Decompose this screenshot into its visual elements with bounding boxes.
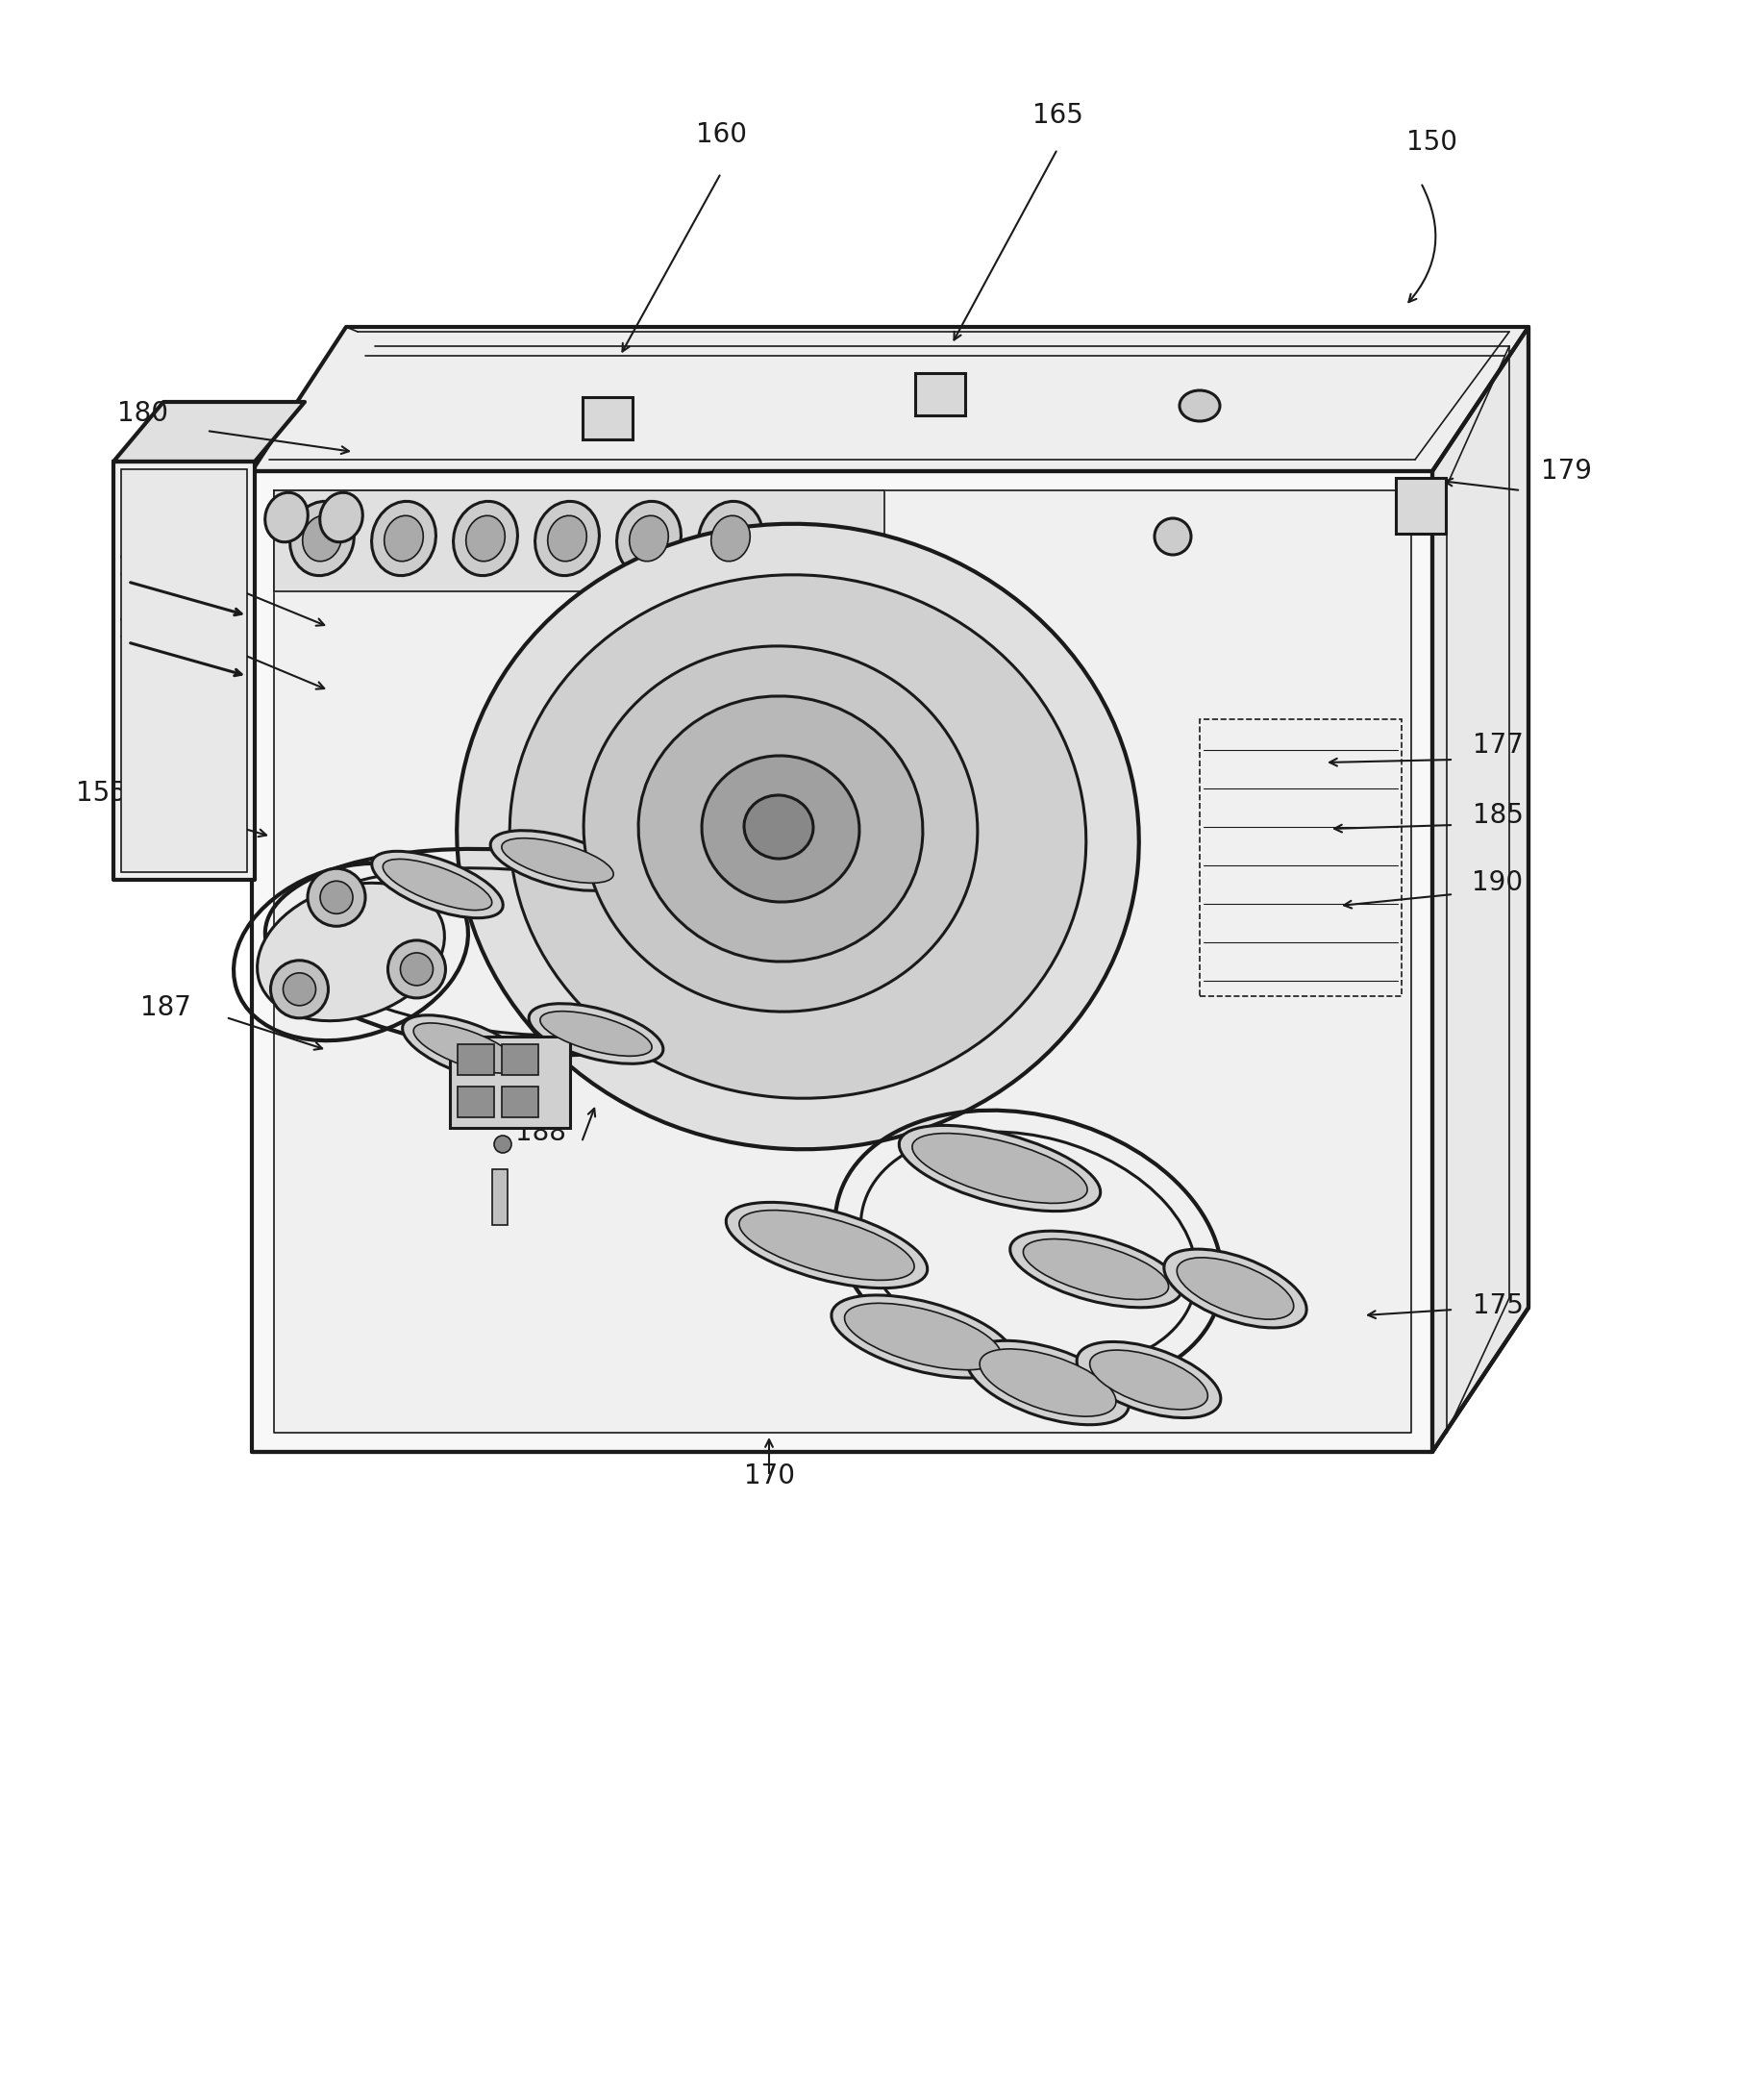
Ellipse shape: [510, 575, 1087, 1098]
Bar: [122, 468, 247, 871]
Bar: [582, 397, 633, 439]
Text: 188: 188: [515, 1119, 566, 1147]
Bar: [457, 1086, 494, 1117]
Ellipse shape: [529, 1004, 663, 1065]
Text: 180: 180: [116, 399, 168, 426]
Ellipse shape: [845, 1304, 1002, 1369]
Ellipse shape: [490, 830, 624, 890]
Ellipse shape: [912, 1134, 1087, 1203]
Ellipse shape: [540, 1012, 653, 1056]
Bar: [1200, 718, 1402, 995]
Ellipse shape: [270, 960, 328, 1018]
Text: 182: 182: [116, 615, 168, 643]
Ellipse shape: [303, 517, 342, 561]
Polygon shape: [252, 328, 1528, 470]
Ellipse shape: [900, 1126, 1101, 1212]
Ellipse shape: [979, 1348, 1117, 1415]
Ellipse shape: [1164, 1250, 1307, 1327]
Bar: [501, 1044, 538, 1075]
Ellipse shape: [617, 502, 681, 575]
Polygon shape: [113, 462, 254, 880]
Bar: [501, 1086, 538, 1117]
Text: 175: 175: [1473, 1292, 1522, 1319]
Ellipse shape: [282, 972, 316, 1006]
Ellipse shape: [1090, 1350, 1208, 1409]
Text: 160: 160: [695, 122, 746, 149]
Ellipse shape: [584, 647, 977, 1012]
Ellipse shape: [1011, 1231, 1182, 1308]
Ellipse shape: [258, 882, 445, 1021]
Text: 179: 179: [1542, 458, 1593, 485]
Text: 170: 170: [744, 1462, 794, 1489]
Ellipse shape: [402, 1014, 529, 1082]
Text: 185: 185: [1473, 802, 1522, 830]
Text: 190: 190: [1473, 869, 1524, 897]
Ellipse shape: [453, 502, 517, 575]
Ellipse shape: [501, 838, 614, 882]
Bar: [1395, 479, 1446, 533]
Ellipse shape: [711, 517, 750, 561]
Ellipse shape: [289, 502, 355, 575]
Text: 150: 150: [1408, 128, 1457, 155]
Polygon shape: [273, 491, 1411, 1432]
Ellipse shape: [385, 517, 423, 561]
Ellipse shape: [639, 695, 923, 962]
Ellipse shape: [630, 517, 669, 561]
Ellipse shape: [307, 869, 365, 926]
Ellipse shape: [466, 517, 505, 561]
Ellipse shape: [383, 859, 492, 909]
Bar: [916, 374, 965, 416]
Ellipse shape: [388, 941, 446, 997]
Ellipse shape: [967, 1340, 1129, 1424]
Ellipse shape: [739, 1210, 914, 1281]
Ellipse shape: [1154, 519, 1191, 554]
Ellipse shape: [547, 517, 587, 561]
Text: 165: 165: [1032, 103, 1083, 128]
Polygon shape: [252, 470, 1432, 1451]
Ellipse shape: [534, 502, 600, 575]
Text: 155: 155: [76, 779, 127, 806]
Ellipse shape: [699, 502, 762, 575]
Text: 181: 181: [116, 554, 168, 582]
Ellipse shape: [1023, 1239, 1168, 1300]
Ellipse shape: [831, 1296, 1014, 1378]
Polygon shape: [1432, 328, 1528, 1451]
Ellipse shape: [1180, 391, 1221, 422]
Ellipse shape: [319, 494, 363, 542]
Ellipse shape: [1177, 1258, 1293, 1319]
Ellipse shape: [727, 1203, 928, 1287]
Polygon shape: [113, 401, 305, 462]
Ellipse shape: [413, 1023, 519, 1073]
Ellipse shape: [744, 796, 813, 859]
Ellipse shape: [1076, 1342, 1221, 1418]
Polygon shape: [273, 491, 884, 592]
Text: 177: 177: [1473, 731, 1522, 758]
Text: 187: 187: [139, 993, 191, 1021]
Bar: [457, 1044, 494, 1075]
Bar: [450, 1037, 570, 1128]
Ellipse shape: [400, 953, 432, 985]
Ellipse shape: [265, 494, 309, 542]
Ellipse shape: [319, 882, 353, 914]
Ellipse shape: [457, 523, 1140, 1149]
Ellipse shape: [494, 1136, 512, 1153]
Bar: [492, 1170, 508, 1224]
Ellipse shape: [702, 756, 859, 903]
Ellipse shape: [372, 851, 503, 918]
Ellipse shape: [372, 502, 436, 575]
